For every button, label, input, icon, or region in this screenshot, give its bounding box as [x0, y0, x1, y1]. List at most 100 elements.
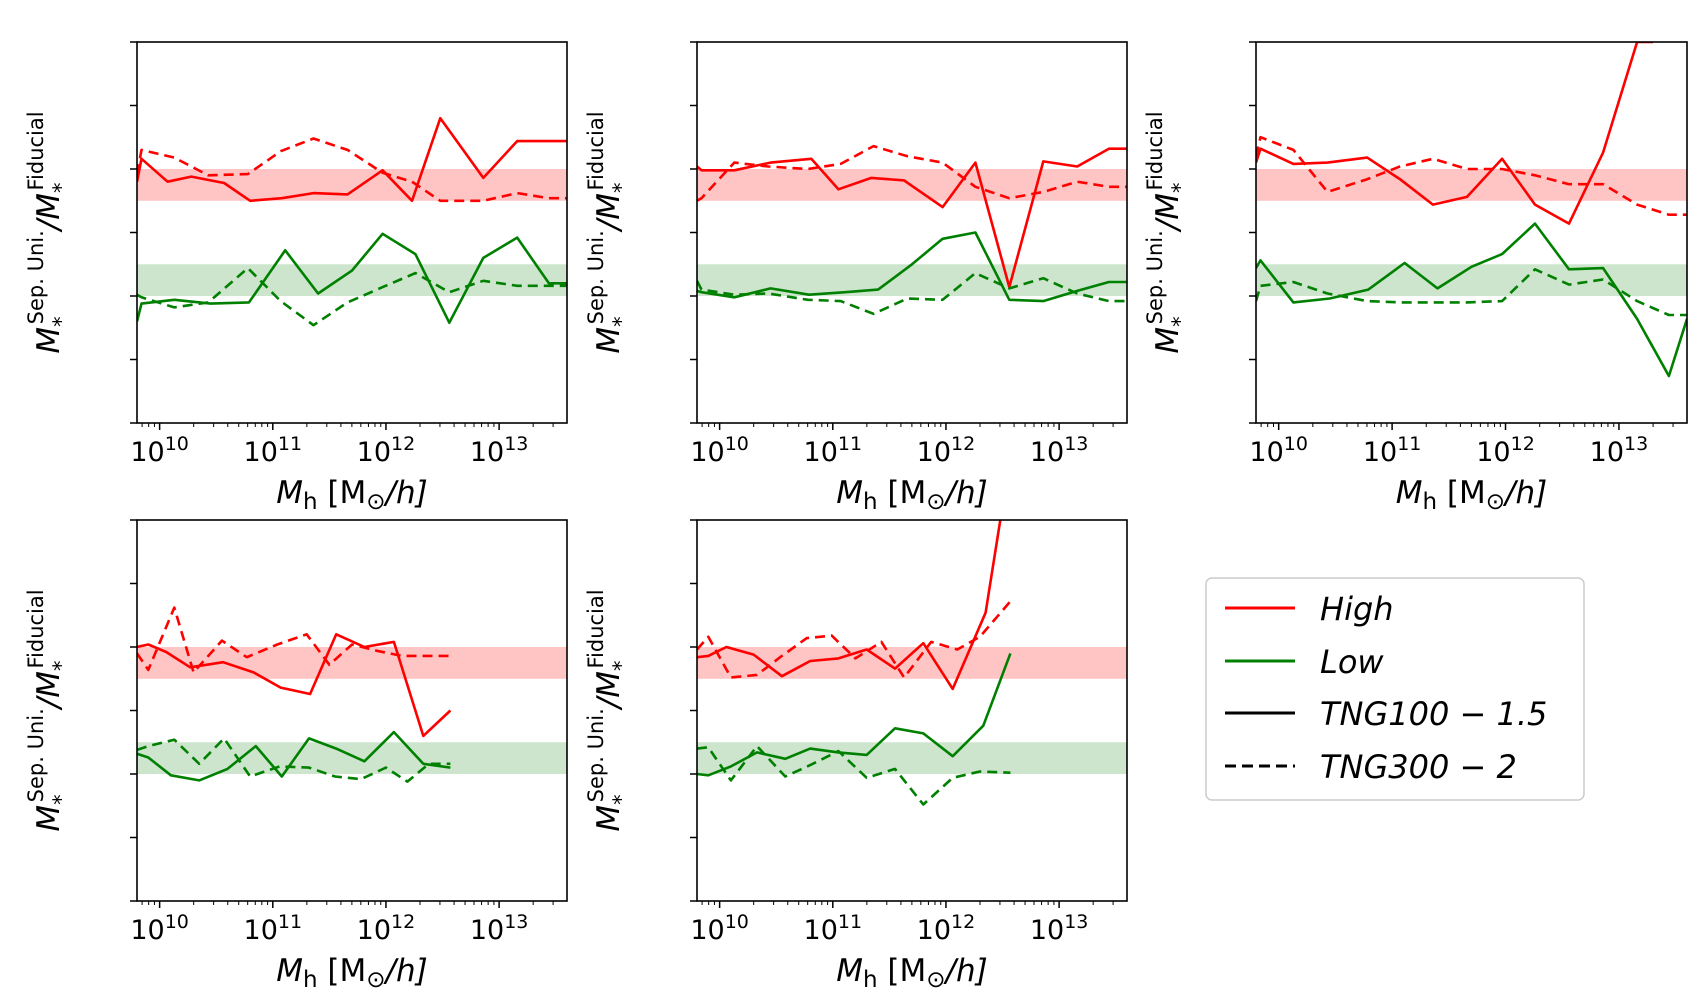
legend: High Low TNG100 − 1.5 TNG300 − 2: [1205, 577, 1585, 801]
ylabel-M: M: [591, 327, 627, 354]
high-tng300-line: [137, 606, 451, 674]
x-tick-base: 10: [357, 915, 391, 946]
ylabel-sup-num: Sep. Uni.: [24, 708, 48, 802]
x-tick-label: 1011: [804, 911, 863, 946]
x-tick-base: 10: [357, 437, 391, 468]
plot-frame: [136, 41, 568, 424]
ylabel-star: *: [49, 316, 73, 327]
x-tick-exp: 11: [838, 433, 862, 455]
xlabel-tail: /h]: [383, 953, 428, 989]
ylabel-sup-den: Fiducial: [1143, 111, 1167, 190]
high-tng300-line: [1256, 135, 1687, 216]
ylabel-den: /M: [591, 193, 627, 233]
xlabel-tail: /h]: [1502, 475, 1547, 511]
x-tick-label: 1010: [1249, 433, 1308, 468]
xlabel-sun: ⊙: [366, 967, 385, 993]
x-tick-exp: 10: [165, 433, 189, 455]
x-tick-label: 1013: [470, 911, 529, 946]
x-tick-exp: 10: [1284, 433, 1308, 455]
x-tick-label: 1013: [470, 433, 529, 468]
legend-high-label: High: [1320, 590, 1394, 628]
legend-frame: [1205, 577, 1585, 801]
x-tick-base: 10: [130, 915, 164, 946]
ylabel-sup-num: Sep. Uni.: [584, 708, 608, 802]
xlabel-sub: h: [303, 967, 318, 993]
high-band: [137, 647, 567, 679]
y-axis-label: M*Sep. Uni./M*Fiducial: [584, 111, 633, 353]
x-tick-base: 10: [1030, 915, 1064, 946]
xlabel-M: M: [836, 475, 863, 511]
x-tick-exp: 12: [391, 433, 415, 455]
ylabel-star: *: [609, 316, 633, 327]
x-tick-exp: 12: [951, 433, 975, 455]
low-tng100-line: [1256, 222, 1687, 378]
low-band: [697, 264, 1127, 296]
xlabel-units: [M: [318, 953, 367, 989]
x-axis-label: Mh [M⊙/h]: [836, 475, 988, 515]
plot-frame: [136, 519, 568, 902]
x-tick-label: 1013: [1030, 433, 1089, 468]
x-tick-exp: 11: [1397, 433, 1421, 455]
xlabel-sun: ⊙: [1486, 489, 1505, 515]
x-tick-base: 10: [244, 437, 278, 468]
xlabel-sub: h: [863, 489, 878, 515]
x-tick-exp: 12: [1511, 433, 1535, 455]
high-band: [1256, 169, 1687, 201]
x-tick-exp: 10: [165, 911, 189, 933]
x-axis-label: Mh [M⊙/h]: [276, 953, 428, 993]
x-tick-label: 1011: [244, 433, 303, 468]
xlabel-sub: h: [303, 489, 318, 515]
ylabel-den: /M: [31, 193, 67, 233]
x-tick-base: 10: [1590, 437, 1624, 468]
x-tick-exp: 13: [504, 433, 528, 455]
plot-frame: [1255, 41, 1688, 424]
low-tng300-line: [137, 737, 451, 783]
xlabel-M: M: [836, 953, 863, 989]
x-tick-exp: 13: [1064, 433, 1088, 455]
x-tick-base: 10: [690, 915, 724, 946]
xlabel-M: M: [276, 475, 303, 511]
x-tick-base: 10: [130, 437, 164, 468]
x-tick-exp: 13: [1064, 911, 1088, 933]
xlabel-M: M: [1396, 475, 1423, 511]
x-tick-label: 1012: [1476, 433, 1535, 468]
y-axis-label: M*Sep. Uni./M*Fiducial: [584, 589, 633, 831]
ylabel-den: /M: [31, 671, 67, 711]
x-tick-exp: 13: [504, 911, 528, 933]
ylabel-star: *: [49, 661, 73, 672]
x-tick-base: 10: [804, 915, 838, 946]
x-tick-label: 1012: [917, 911, 976, 946]
x-tick-base: 10: [917, 437, 951, 468]
x-tick-label: 1010: [690, 911, 749, 946]
ylabel-den: /M: [591, 671, 627, 711]
x-tick-label: 1010: [130, 911, 189, 946]
low-tng300-line: [697, 744, 1011, 806]
x-tick-base: 10: [1030, 437, 1064, 468]
y-axis-label: M*Sep. Uni./M*Fiducial: [1143, 111, 1192, 353]
x-tick-label: 1013: [1030, 911, 1089, 946]
x-tick-base: 10: [1363, 437, 1397, 468]
x-tick-label: 1010: [130, 433, 189, 468]
plot-frame: [696, 519, 1128, 902]
high-tng100-line: [137, 632, 452, 738]
xlabel-tail: /h]: [383, 475, 428, 511]
ylabel-sup-num: Sep. Uni.: [1143, 230, 1167, 324]
high-tng100-line: [137, 116, 567, 203]
x-tick-base: 10: [1476, 437, 1510, 468]
ylabel-star: *: [1168, 316, 1192, 327]
xlabel-sun: ⊙: [366, 489, 385, 515]
legend-low-label: Low: [1320, 643, 1384, 681]
x-tick-exp: 11: [278, 911, 302, 933]
ylabel-sup-num: Sep. Uni.: [584, 230, 608, 324]
x-tick-label: 1012: [357, 911, 416, 946]
xlabel-units: [M: [878, 475, 927, 511]
ylabel-sup-den: Fiducial: [24, 111, 48, 190]
x-tick-base: 10: [690, 437, 724, 468]
xlabel-sun: ⊙: [926, 489, 945, 515]
x-axis-label: Mh [M⊙/h]: [1396, 475, 1548, 515]
xlabel-sun: ⊙: [926, 967, 945, 993]
